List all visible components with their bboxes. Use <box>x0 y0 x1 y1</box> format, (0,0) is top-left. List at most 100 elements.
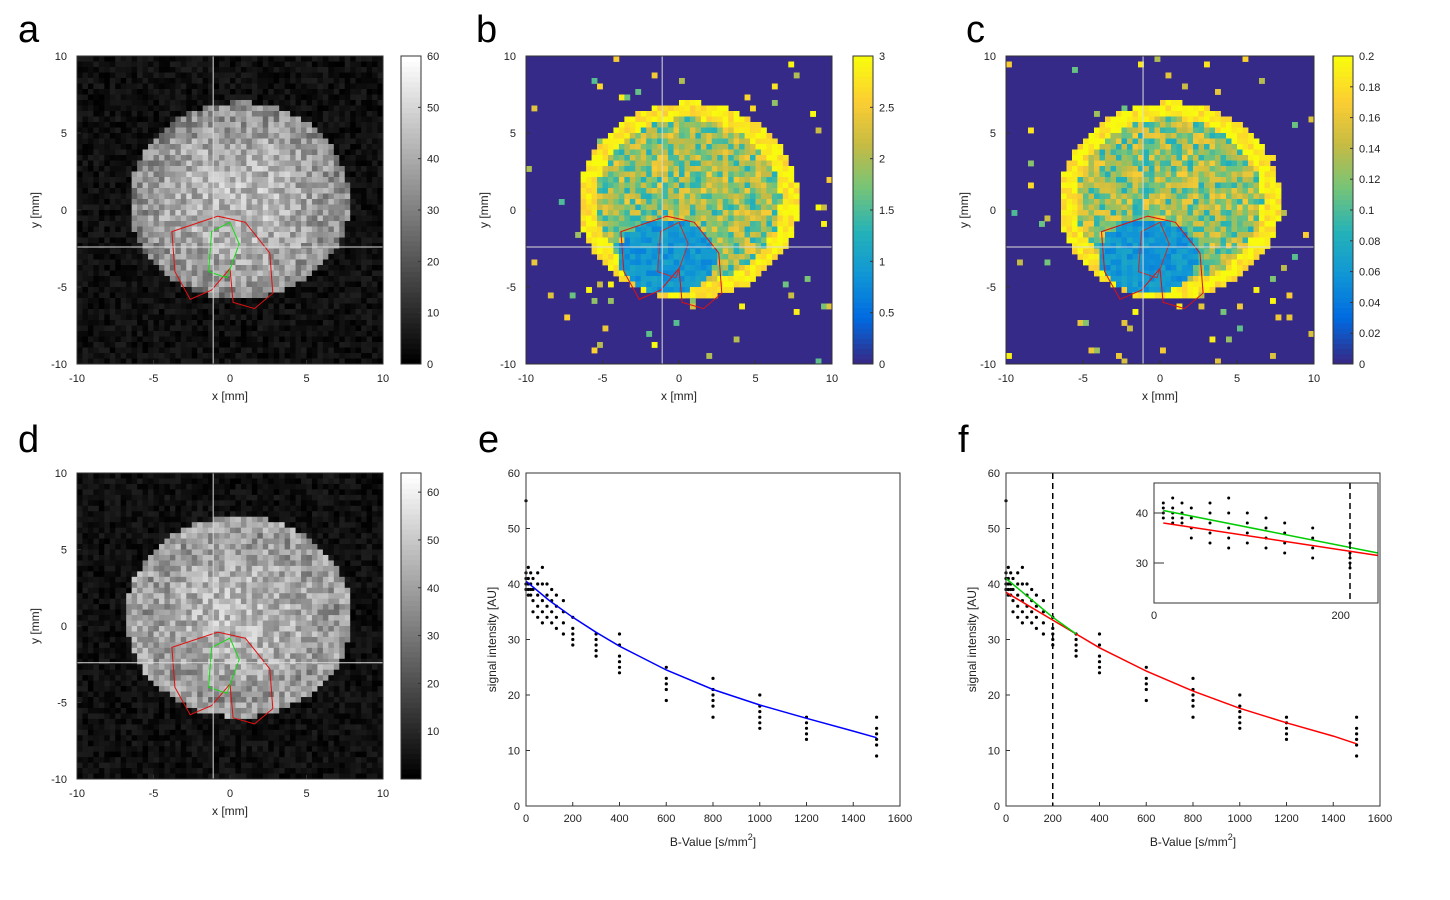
image-pixel <box>322 237 329 244</box>
image-pixel <box>153 193 160 200</box>
image-pixel <box>1121 127 1128 134</box>
image-pixel <box>120 309 127 315</box>
image-pixel <box>137 56 143 62</box>
image-pixel <box>350 111 357 117</box>
image-pixel <box>750 221 756 227</box>
image-pixel <box>164 127 171 134</box>
image-pixel <box>186 67 193 73</box>
image-pixel <box>602 177 609 183</box>
image-pixel <box>355 342 362 348</box>
image-pixel <box>1132 221 1139 227</box>
image-pixel <box>344 188 351 194</box>
image-pixel <box>290 149 296 156</box>
image-pixel <box>158 243 165 249</box>
image-pixel <box>372 171 378 178</box>
image-pixel <box>120 221 127 227</box>
image-pixel <box>350 210 357 216</box>
image-pixel <box>673 259 680 266</box>
image-pixel <box>361 177 367 183</box>
image-pixel <box>635 232 642 238</box>
colorbar-tick-label: 3 <box>879 51 885 63</box>
image-pixel <box>126 215 133 222</box>
image-pixel <box>306 287 313 293</box>
image-pixel <box>202 199 209 205</box>
image-pixel <box>295 248 302 255</box>
image-pixel <box>350 347 357 354</box>
image-pixel <box>148 320 154 326</box>
image-pixel <box>202 155 209 161</box>
image-pixel <box>131 94 138 101</box>
image-pixel <box>1127 248 1133 255</box>
image-pixel <box>213 232 220 238</box>
image-pixel <box>328 248 335 255</box>
image-pixel <box>82 204 89 211</box>
image-pixel <box>246 177 253 183</box>
image-pixel <box>1138 265 1144 271</box>
image-pixel <box>290 281 296 288</box>
image-pixel <box>782 243 789 249</box>
image-pixel <box>77 72 83 79</box>
image-pixel <box>131 83 138 90</box>
image-pixel <box>251 204 258 211</box>
image-pixel <box>344 232 351 238</box>
image-pixel <box>1066 204 1073 211</box>
image-pixel <box>613 199 620 205</box>
colorbar-segment <box>401 225 421 232</box>
image-pixel <box>191 122 198 128</box>
image-pixel <box>306 111 313 117</box>
image-pixel <box>82 347 89 354</box>
image-pixel <box>164 94 171 101</box>
image-pixel <box>202 265 209 271</box>
image-pixel <box>711 155 718 161</box>
image-pixel <box>77 188 83 194</box>
image-pixel <box>120 210 127 216</box>
image-pixel <box>317 270 324 277</box>
image-pixel <box>257 265 264 271</box>
colorbar-segment <box>853 312 873 319</box>
image-pixel <box>93 122 100 128</box>
image-pixel <box>311 188 318 194</box>
image-pixel <box>1088 254 1095 260</box>
image-pixel <box>175 94 182 101</box>
image-pixel <box>788 182 795 189</box>
colorbar-segment <box>853 307 873 314</box>
image-pixel <box>262 248 269 255</box>
image-pixel <box>268 243 275 249</box>
image-pixel <box>93 353 100 359</box>
image-pixel <box>295 298 302 304</box>
image-pixel <box>148 342 154 348</box>
image-pixel <box>328 122 335 128</box>
image-pixel <box>668 226 674 233</box>
image-pixel <box>246 83 253 90</box>
image-pixel <box>695 265 702 271</box>
image-pixel <box>366 292 373 299</box>
image-pixel <box>1143 171 1150 178</box>
image-pixel <box>1017 259 1023 266</box>
colorbar-segment <box>401 204 421 211</box>
image-pixel <box>158 347 165 354</box>
image-pixel <box>689 210 696 216</box>
image-pixel <box>733 199 740 205</box>
image-pixel <box>148 72 154 79</box>
image-pixel <box>115 292 122 299</box>
image-pixel <box>755 210 762 216</box>
image-pixel <box>350 160 357 167</box>
image-pixel <box>355 127 362 134</box>
image-pixel <box>635 155 642 161</box>
image-pixel <box>733 138 740 145</box>
image-pixel <box>180 78 187 84</box>
image-pixel <box>273 111 280 117</box>
image-pixel <box>251 105 258 112</box>
image-pixel <box>366 226 373 233</box>
image-pixel <box>77 100 83 106</box>
image-pixel <box>344 353 351 359</box>
image-pixel <box>224 342 231 348</box>
image-pixel <box>372 144 378 150</box>
image-pixel <box>640 287 647 293</box>
image-pixel <box>148 138 154 145</box>
image-pixel <box>317 155 324 161</box>
image-pixel <box>257 215 264 222</box>
image-pixel <box>624 160 631 167</box>
image-pixel <box>366 199 373 205</box>
